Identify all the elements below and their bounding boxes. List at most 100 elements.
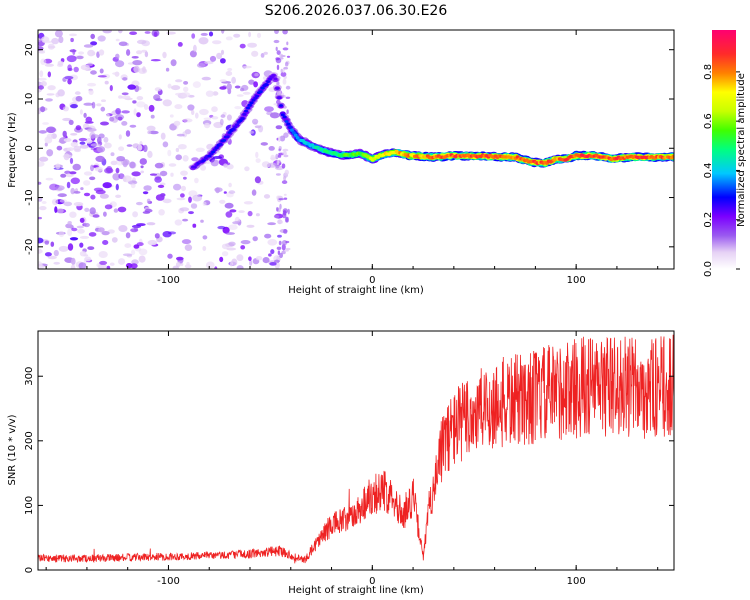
- noise-blob: [118, 146, 125, 151]
- noise-blob: [166, 31, 176, 35]
- noise-blob: [131, 171, 141, 177]
- noise-blob: [53, 249, 59, 257]
- ridge-mark: [271, 74, 276, 77]
- noise-blob: [66, 181, 71, 189]
- noise-blob: [69, 211, 77, 218]
- x-tick-label: 100: [567, 275, 586, 286]
- noise-blob: [281, 163, 286, 169]
- noise-blob: [242, 65, 252, 69]
- noise-blob: [255, 256, 263, 261]
- noise-blob: [268, 253, 272, 257]
- noise-blob: [136, 101, 146, 108]
- noise-blob: [55, 185, 65, 191]
- noise-blob: [59, 199, 67, 203]
- noise-blob: [72, 163, 81, 171]
- noise-blob: [62, 106, 69, 112]
- noise-blob: [69, 237, 79, 241]
- noise-blob: [90, 164, 94, 172]
- noise-blob: [143, 104, 149, 110]
- noise-blob: [195, 147, 205, 152]
- ridge-mark: [279, 104, 283, 107]
- noise-blob: [131, 56, 139, 59]
- noise-blob: [51, 37, 59, 45]
- noise-blob: [286, 55, 291, 58]
- noise-blob: [287, 208, 290, 215]
- noise-blob: [136, 201, 143, 206]
- y-tick-label: 20: [24, 43, 35, 56]
- noise-blob: [87, 82, 97, 87]
- x-tick-label: 0: [369, 275, 375, 286]
- noise-blob: [193, 44, 197, 53]
- noise-blob: [121, 92, 129, 96]
- noise-blob: [191, 33, 196, 39]
- noise-blob: [254, 73, 259, 77]
- x-tick-label: 100: [567, 576, 586, 587]
- noise-blob: [70, 133, 78, 136]
- noise-blob: [226, 163, 234, 170]
- noise-blob: [96, 103, 102, 107]
- noise-blob: [83, 44, 94, 48]
- y-tick-label: 0: [24, 145, 35, 151]
- noise-blob: [251, 189, 257, 196]
- noise-blob: [100, 121, 109, 126]
- noise-blob: [44, 240, 50, 245]
- noise-blob: [98, 49, 105, 56]
- noise-blob: [175, 147, 180, 153]
- noise-blob: [148, 104, 155, 112]
- noise-blob: [196, 63, 206, 68]
- noise-blob: [274, 30, 279, 34]
- noise-blob: [101, 231, 110, 236]
- noise-blob: [69, 157, 74, 164]
- noise-blob: [183, 176, 187, 180]
- noise-blob: [71, 257, 76, 265]
- noise-blob: [103, 136, 109, 143]
- noise-blob: [63, 153, 70, 161]
- noise-blob: [121, 121, 128, 126]
- noise-blob: [95, 189, 106, 195]
- noise-blob: [175, 154, 182, 161]
- noise-blob: [200, 219, 204, 223]
- ridge-mark: [244, 109, 249, 113]
- noise-blob: [103, 211, 107, 217]
- y-tick-label: 300: [24, 367, 35, 386]
- noise-blob: [188, 211, 194, 215]
- noise-blob: [275, 125, 283, 130]
- colorbar: 0.0 0.2 0.4 0.6 0.8 Normalized spectral ampl…: [703, 30, 747, 277]
- ridge-mark: [275, 87, 280, 90]
- noise-blob: [171, 85, 181, 91]
- noise-blob: [60, 173, 67, 178]
- noise-blob: [157, 184, 165, 188]
- noise-blob: [130, 263, 138, 269]
- noise-blob: [167, 149, 172, 157]
- noise-blob: [238, 210, 245, 214]
- noise-blob: [248, 31, 252, 38]
- noise-blob: [214, 266, 218, 269]
- noise-blob: [102, 30, 112, 34]
- noise-blob: [44, 142, 48, 147]
- noise-blob: [121, 95, 131, 100]
- ridge-mark: [211, 150, 216, 154]
- noise-blob: [276, 246, 282, 250]
- noise-blob: [115, 183, 119, 191]
- noise-blob: [219, 256, 224, 263]
- noise-blob: [113, 208, 119, 213]
- noise-blob: [153, 31, 158, 37]
- ridge-mark: [242, 113, 247, 116]
- noise-blob: [284, 169, 289, 175]
- noise-blob: [280, 68, 283, 74]
- noise-blob: [282, 47, 289, 51]
- noise-blob: [104, 204, 113, 210]
- noise-blob: [99, 193, 109, 199]
- noise-blob: [71, 227, 78, 232]
- noise-blob: [55, 92, 60, 98]
- noise-blob: [181, 185, 186, 192]
- noise-blob: [115, 38, 120, 42]
- noise-blob: [177, 42, 183, 47]
- ridge-mark: [295, 136, 300, 140]
- noise-blob: [285, 61, 289, 67]
- noise-blob: [86, 62, 94, 67]
- y-tick-label: -20: [24, 239, 35, 255]
- noise-blob: [115, 53, 120, 60]
- noise-blob: [162, 141, 169, 148]
- noise-blob: [38, 181, 42, 185]
